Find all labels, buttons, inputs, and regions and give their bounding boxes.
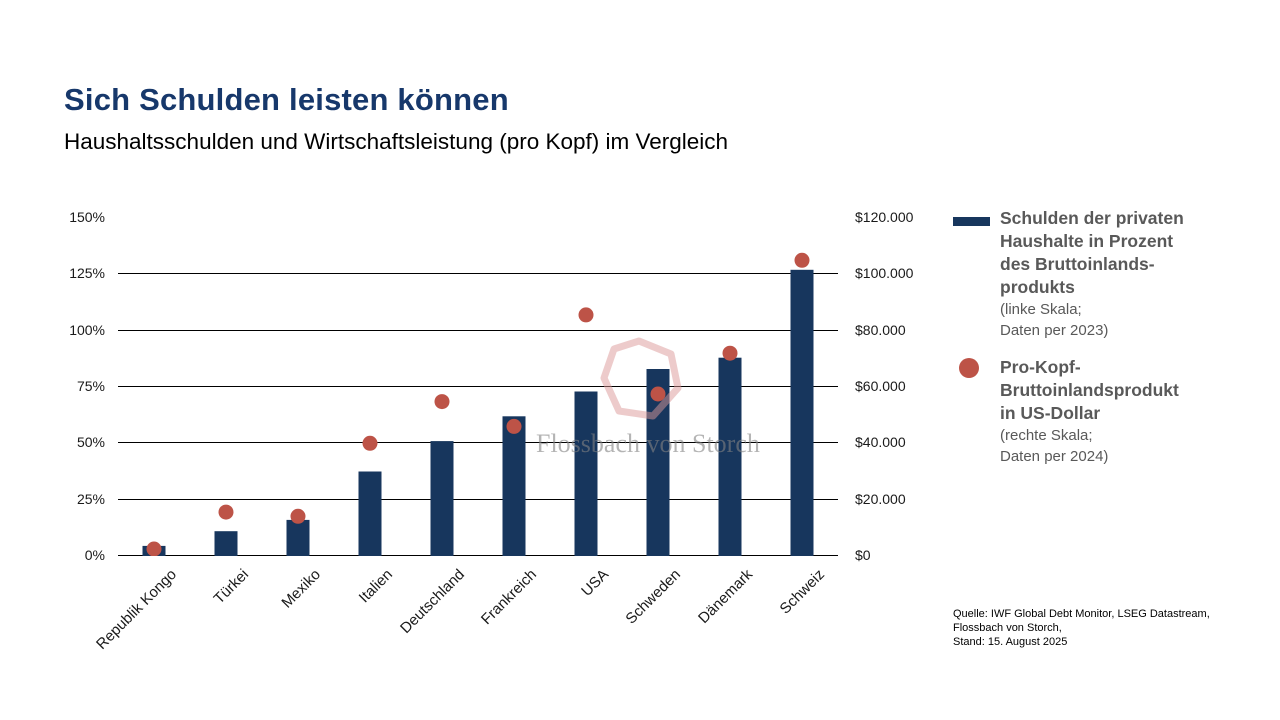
- bar-Frankreich: [502, 416, 526, 556]
- legend-note: (linke Skala; Daten per 2023): [1000, 301, 1109, 339]
- x-axis-label-Dänemark: Dänemark: [695, 566, 757, 627]
- y-axis-tick-left: 25%: [76, 490, 105, 507]
- y-axis-tick-left: 50%: [76, 434, 105, 451]
- y-axis-tick-right: $0: [855, 547, 871, 563]
- bar-USA: [574, 391, 598, 556]
- legend-title: Schulden der privaten Haushalte in Proze…: [1000, 208, 1184, 297]
- x-axis-label-Republik Kongo: Republik Kongo: [93, 566, 181, 653]
- dot-Mexiko: [290, 508, 306, 524]
- x-axis-label-Deutschland: Deutschland: [397, 566, 469, 637]
- dot-Dänemark: [722, 345, 738, 361]
- chart-canvas: [118, 252, 838, 556]
- bar-swatch-icon: [953, 217, 990, 226]
- dot-Italien: [362, 435, 378, 451]
- bar-Italien: [358, 471, 382, 556]
- x-axis-label-USA: USA: [578, 566, 613, 600]
- legend-note: (rechte Skala; Daten per 2024): [1000, 427, 1109, 465]
- y-axis-tick-left: 100%: [69, 321, 105, 338]
- bar-Türkei: [214, 531, 238, 556]
- dot-swatch-icon: [959, 358, 979, 378]
- dot-Schweden: [650, 386, 666, 402]
- page-title: Sich Schulden leisten können: [64, 82, 509, 117]
- x-axis-label-Mexiko: Mexiko: [278, 566, 325, 612]
- y-axis-tick-left: 125%: [69, 265, 105, 282]
- x-axis-label-Türkei: Türkei: [210, 566, 253, 608]
- x-axis-label-Schweden: Schweden: [622, 566, 685, 628]
- dot-Deutschland: [434, 394, 450, 410]
- x-axis-label-Schweiz: Schweiz: [776, 566, 829, 618]
- dot-USA: [578, 307, 594, 323]
- y-axis-tick-right: $80.000: [855, 321, 906, 338]
- legend-title: Pro-Kopf- Bruttoinlandsprodukt in US-Dol…: [1000, 357, 1179, 423]
- chart-plot-area: [118, 218, 838, 556]
- y-axis-tick-right: $120.000: [855, 209, 914, 225]
- x-axis-label-Frankreich: Frankreich: [477, 566, 541, 629]
- bar-Mexiko: [286, 519, 310, 556]
- bar-Schweiz: [790, 269, 814, 556]
- y-axis-tick-left: 150%: [69, 209, 105, 225]
- bar-Dänemark: [718, 357, 742, 556]
- y-axis-tick-left: 75%: [76, 378, 105, 394]
- y-axis-tick-right: $20.000: [855, 490, 906, 507]
- y-axis-tick-right: $100.000: [855, 265, 914, 282]
- bar-Deutschland: [430, 441, 454, 556]
- x-axis-label-Italien: Italien: [355, 566, 397, 607]
- dot-Türkei: [218, 504, 234, 520]
- dot-Republik Kongo: [146, 541, 162, 556]
- page-subtitle: Haushaltsschulden und Wirtschaftsleistun…: [64, 129, 729, 154]
- dot-Schweiz: [794, 252, 810, 268]
- y-axis-tick-right: $60.000: [855, 378, 906, 394]
- y-axis-tick-left: 0%: [84, 547, 105, 563]
- dot-Frankreich: [506, 418, 522, 434]
- y-axis-tick-right: $40.000: [855, 434, 906, 451]
- source-note: Quelle: IWF Global Debt Monitor, LSEG Da…: [953, 608, 1210, 648]
